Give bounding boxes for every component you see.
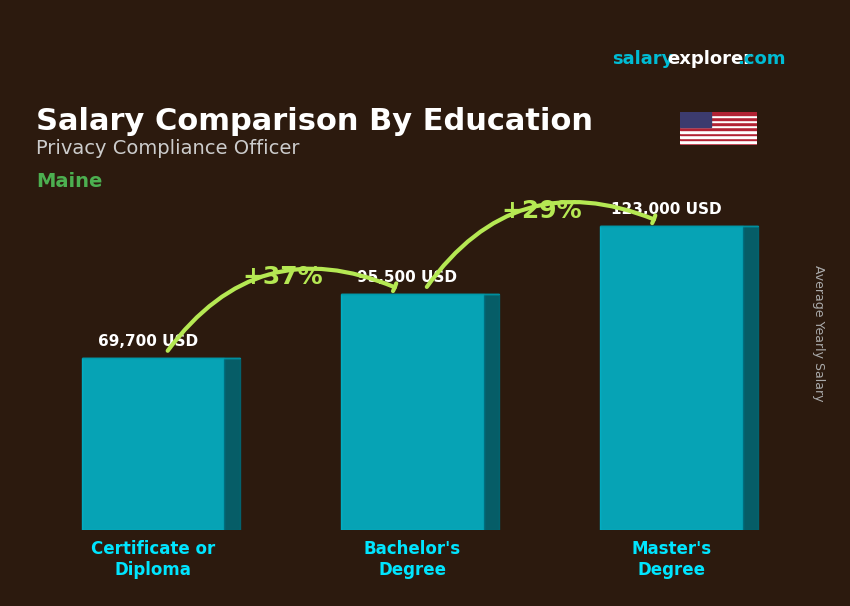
Text: .com: .com — [737, 50, 785, 68]
Text: Salary Comparison By Education: Salary Comparison By Education — [37, 107, 593, 136]
Text: +29%: +29% — [502, 199, 582, 222]
Bar — [680, 133, 756, 135]
Text: Maine: Maine — [37, 171, 103, 191]
Bar — [341, 294, 484, 530]
Bar — [680, 117, 756, 120]
Text: 69,700 USD: 69,700 USD — [98, 335, 198, 349]
Text: salary: salary — [612, 50, 673, 68]
Polygon shape — [224, 358, 240, 530]
Bar — [680, 130, 756, 133]
Bar — [680, 112, 756, 115]
Bar — [680, 122, 756, 125]
Polygon shape — [484, 294, 499, 530]
Bar — [680, 115, 756, 117]
Bar — [82, 358, 224, 530]
Bar — [600, 226, 743, 530]
Polygon shape — [743, 226, 758, 530]
Bar — [680, 143, 756, 145]
Text: Average Yearly Salary: Average Yearly Salary — [812, 265, 824, 402]
Bar — [680, 138, 756, 141]
Bar — [680, 112, 711, 127]
Text: 95,500 USD: 95,500 USD — [357, 270, 457, 285]
Text: explorer: explorer — [667, 50, 752, 68]
Text: Privacy Compliance Officer: Privacy Compliance Officer — [37, 139, 300, 158]
Bar — [680, 120, 756, 122]
Bar — [680, 127, 756, 130]
Text: +37%: +37% — [242, 265, 323, 288]
Text: 123,000 USD: 123,000 USD — [611, 202, 722, 218]
Bar — [680, 125, 756, 127]
Bar — [680, 135, 756, 138]
Bar — [680, 141, 756, 143]
